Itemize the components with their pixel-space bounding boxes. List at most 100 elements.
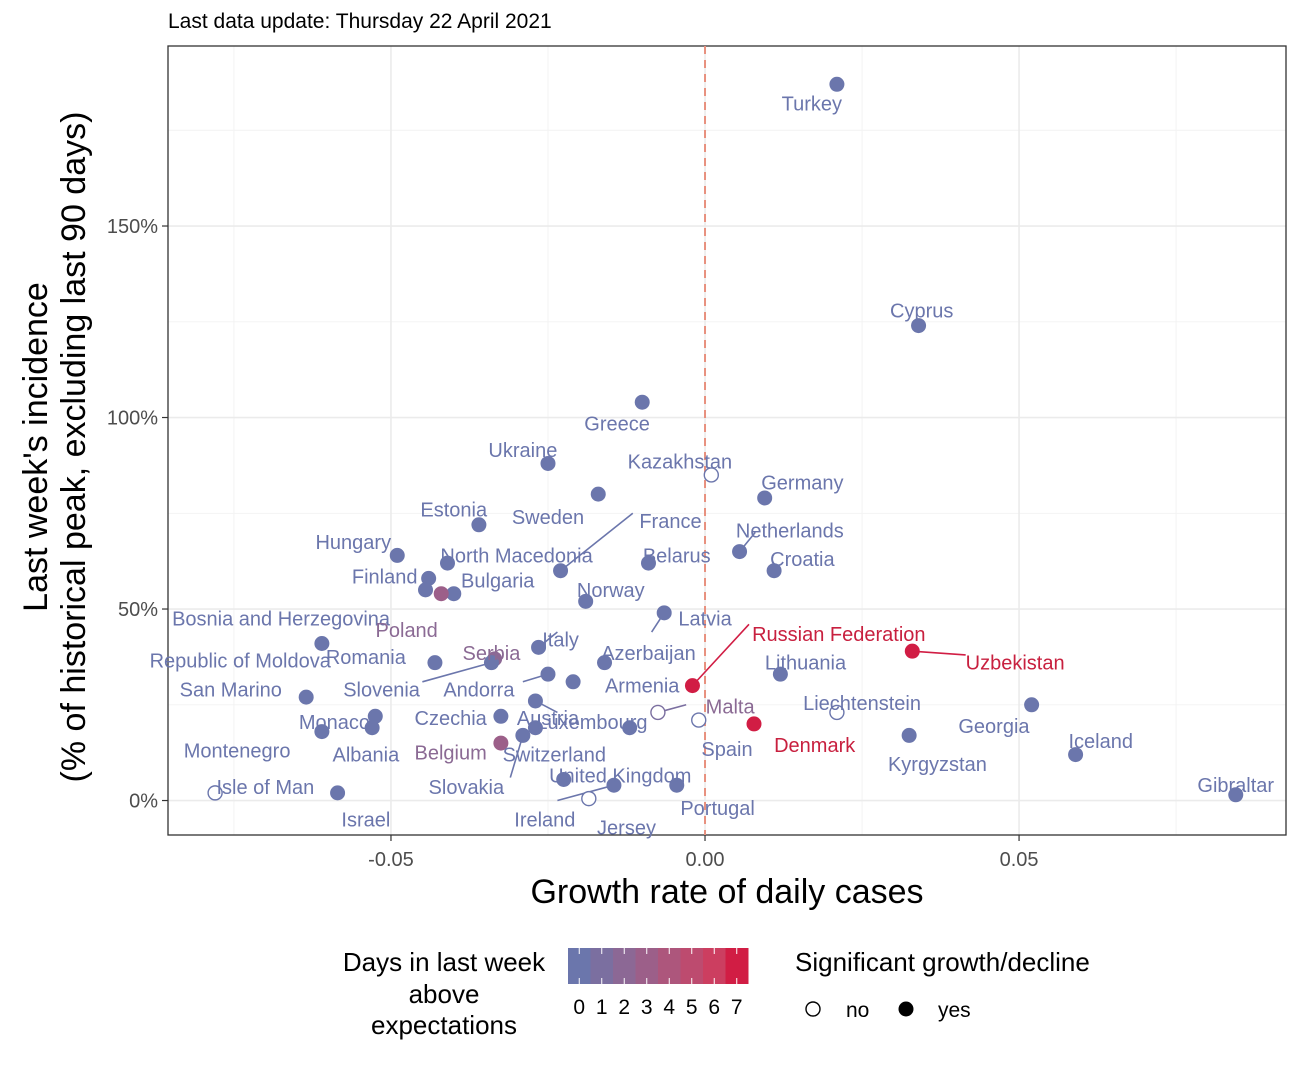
colorbar-label: 4: [663, 996, 675, 1019]
data-point: [418, 582, 434, 598]
leader-line: [912, 650, 966, 656]
point-label-layer: Turkey Cyprus Greece Ukraine Kazakhstan Swede…: [150, 93, 1275, 839]
data-point: [527, 693, 543, 709]
legend-label-yes: yes: [938, 999, 971, 1022]
point-label: Isle of Man: [216, 777, 314, 799]
point-label: Norway: [577, 580, 645, 602]
point-label: Finland: [352, 566, 418, 588]
point-label: Sweden: [512, 507, 584, 529]
legend-key-no: [805, 1001, 821, 1017]
y-axis-title-line-1: Last week's incidence: [17, 282, 55, 612]
point-label: Denmark: [774, 735, 856, 757]
data-point: [483, 655, 499, 671]
data-point: [581, 790, 597, 807]
color-legend-title-line-3: expectations: [371, 1010, 517, 1040]
data-point: [515, 727, 531, 743]
point-label: Cyprus: [890, 300, 953, 322]
data-point: [314, 724, 330, 740]
colorbar-segment: [635, 948, 659, 984]
point-label: Latvia: [678, 609, 732, 631]
x-tick-label: 0.05: [1000, 849, 1039, 871]
point-label: Jersey: [597, 817, 656, 839]
point-label: Bulgaria: [461, 570, 535, 592]
point-label: Kyrgyzstan: [888, 754, 987, 776]
point-label: Belarus: [643, 545, 711, 567]
point-label: Portugal: [680, 798, 755, 820]
data-point: [904, 643, 920, 659]
x-axis-title: Growth rate of daily cases: [530, 873, 923, 911]
data-point: [650, 704, 666, 721]
colorbar-label: 5: [686, 996, 698, 1019]
data-point: [911, 318, 927, 334]
data-point: [493, 708, 509, 724]
data-point: [446, 586, 462, 602]
plot-panel: [167, 45, 1287, 836]
y-tick-label: 150%: [107, 216, 158, 238]
point-label: Malta: [706, 697, 756, 719]
point-label: Germany: [761, 473, 843, 495]
point-label: North Macedonia: [440, 545, 593, 567]
point-label: Iceland: [1068, 731, 1133, 753]
significance-legend: Significant growth/decline no yes: [795, 947, 1090, 1022]
point-label: Turkey: [782, 93, 842, 115]
point-label: United Kingdom: [549, 766, 691, 788]
data-point: [553, 563, 569, 579]
data-point: [314, 635, 330, 651]
point-label: Republic of Moldova: [150, 651, 332, 673]
colorbar-label: 3: [641, 996, 653, 1019]
panel-border: [167, 45, 1287, 836]
data-point: [597, 655, 613, 671]
point-label: Netherlands: [736, 521, 844, 543]
point-label: Georgia: [958, 716, 1030, 738]
point-label: France: [639, 511, 701, 533]
data-point: [330, 785, 346, 801]
y-tick-label: 50%: [118, 599, 158, 621]
data-point: [389, 547, 405, 563]
point-label: Slovakia: [429, 777, 505, 799]
point-label: Switzerland: [503, 745, 606, 767]
leader-line: [691, 623, 750, 687]
colorbar-label: 1: [596, 996, 608, 1019]
data-point: [298, 689, 314, 705]
data-point: [531, 639, 547, 655]
leader-line: [422, 661, 492, 683]
colorbar-label: 6: [708, 996, 720, 1019]
data-point: [590, 486, 606, 502]
data-point: [1068, 747, 1084, 763]
grid-layer: [168, 46, 1286, 835]
data-point: [684, 678, 700, 694]
data-point: [367, 708, 383, 724]
y-axis-title-line-2: (% of historical peak, excluding last 90…: [55, 112, 93, 783]
colorbar-segment: [680, 948, 704, 984]
point-label: Azerbaijan: [601, 643, 696, 665]
point-label: Monaco: [299, 712, 370, 734]
data-point: [691, 712, 707, 728]
data-point: [622, 720, 638, 736]
data-point: [556, 771, 572, 787]
colorbar-segment: [725, 948, 749, 984]
point-layer: [207, 76, 1244, 807]
data-point: [606, 777, 622, 793]
point-label: Italy: [542, 630, 579, 652]
color-legend-title-line-2: above: [409, 979, 480, 1009]
point-label: Estonia: [420, 499, 488, 521]
colorbar-segment: [613, 948, 636, 984]
colorbar-label: 0: [573, 996, 585, 1019]
point-label: Montenegro: [184, 741, 291, 763]
data-point: [703, 467, 719, 483]
data-point: [732, 544, 748, 560]
colorbar-segment: [703, 948, 726, 984]
point-label: Luxembourg: [536, 712, 647, 734]
data-point: [471, 517, 487, 533]
point-label: Croatia: [770, 549, 835, 571]
data-point: [656, 605, 672, 621]
point-label: Liechtenstein: [803, 693, 921, 715]
data-point: [578, 593, 594, 609]
data-point: [772, 666, 788, 682]
significance-legend-title: Significant growth/decline: [795, 947, 1090, 977]
data-point: [1228, 787, 1244, 803]
point-label: Ukraine: [488, 440, 557, 462]
point-label: Bosnia and Herzegovina: [172, 609, 391, 631]
